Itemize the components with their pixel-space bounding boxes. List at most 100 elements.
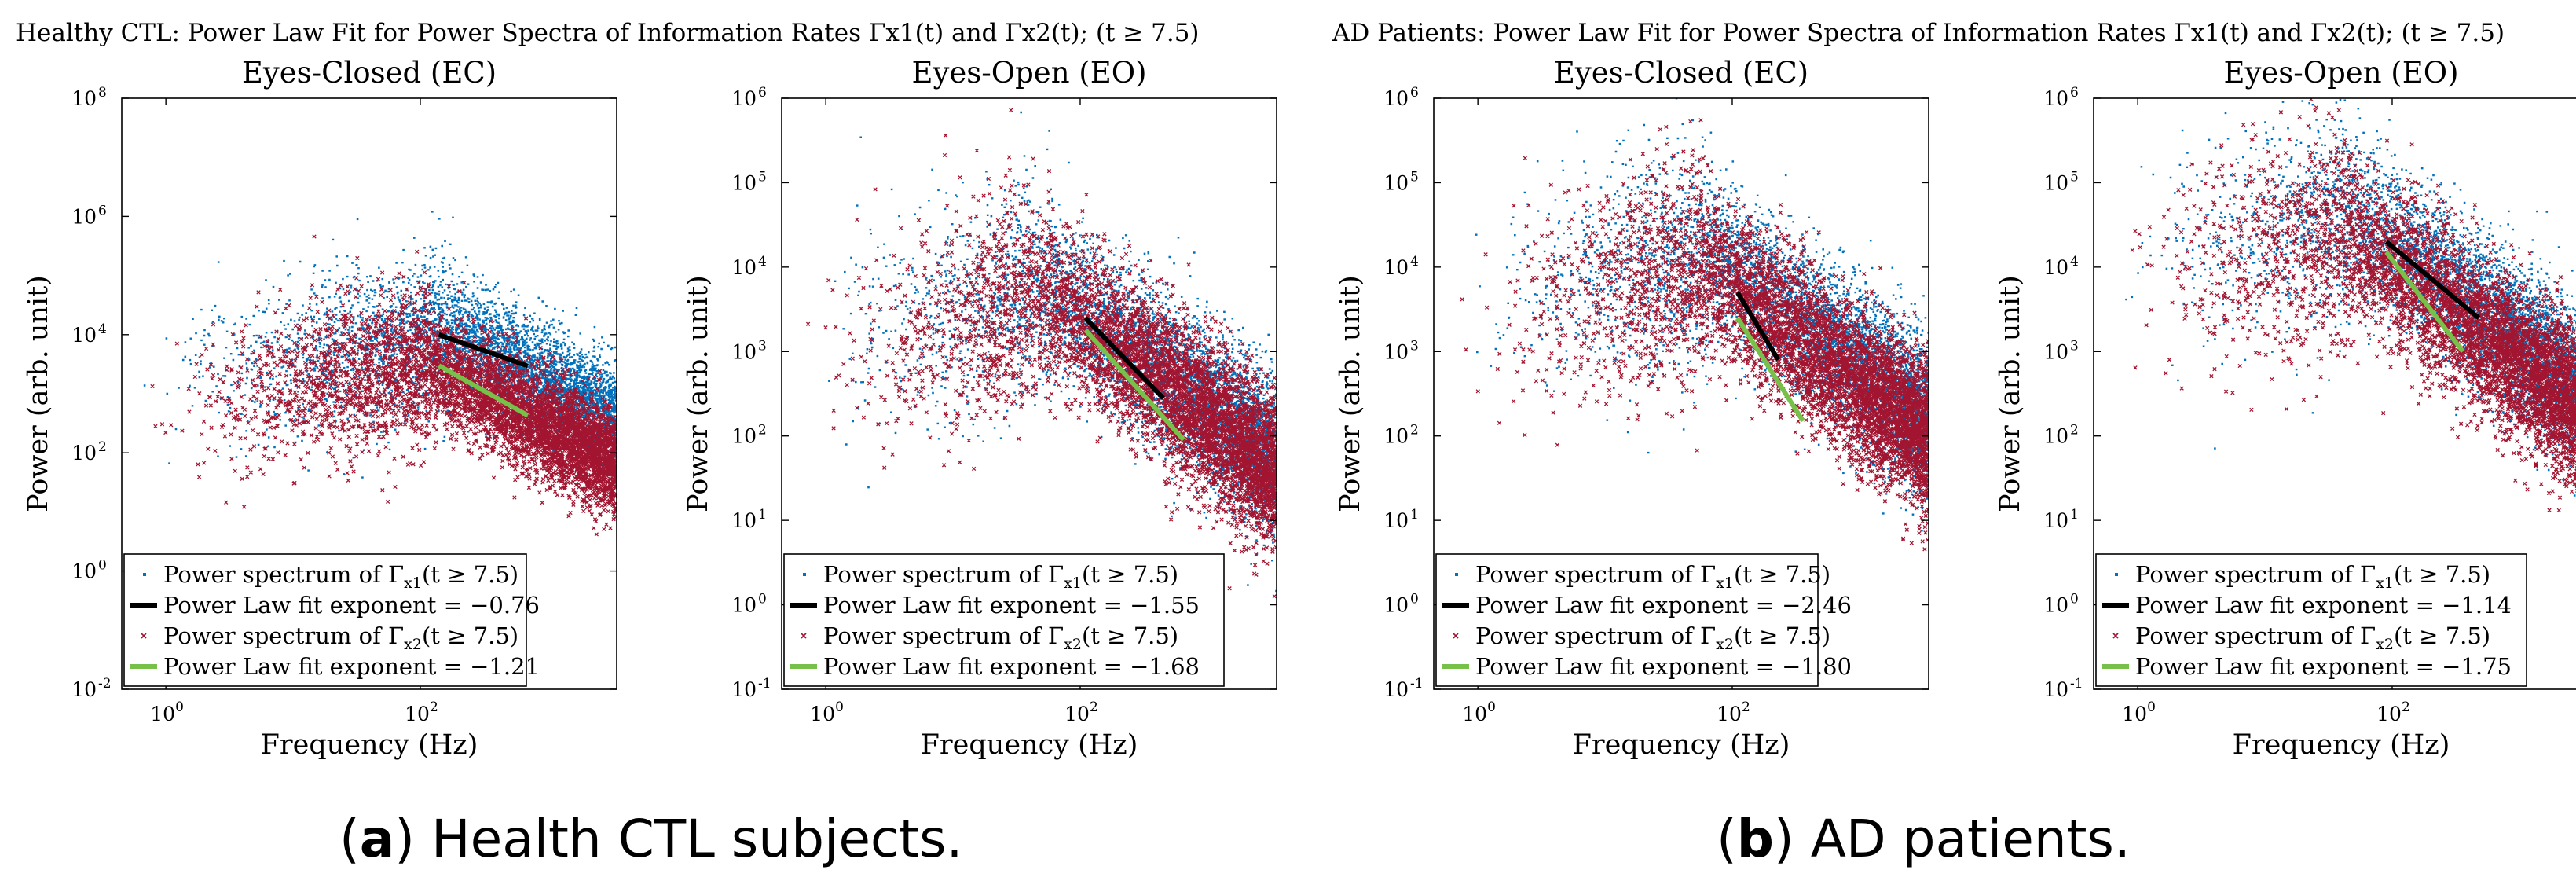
panel-ctl-eyes-closed: Eyes-Closed (EC)10 -210 010 210 410 610 810 0 10… xyxy=(23,56,617,761)
x-tick-exponent: 0 xyxy=(2147,699,2156,715)
y-tick-exponent: 6 xyxy=(1410,85,1419,101)
y-tick-label: 10 xyxy=(731,425,757,448)
y-tick-label: 10 xyxy=(731,87,757,110)
fit-line-gamma2 xyxy=(2384,251,2465,354)
y-tick-label: 10 xyxy=(1383,340,1409,363)
y-tick-exponent: -2 xyxy=(98,676,112,692)
y-tick-label: 10 xyxy=(2043,256,2068,279)
fit-line-gamma2 xyxy=(1735,316,1805,423)
gamma2-points xyxy=(2130,98,2576,513)
panel-ad-eyes-open: Eyes-Open (EO)10 -110 010 110 210 310 410 510 61… xyxy=(1995,56,2576,761)
y-tick-exponent: 6 xyxy=(98,203,107,218)
y-tick-label: 10 xyxy=(731,171,757,194)
x-tick-label: 10 xyxy=(1462,703,1487,725)
y-axis-label: Power (arb. unit) xyxy=(23,275,54,512)
figure-title-ctl: Healthy CTL: Power Law Fit for Power Spe… xyxy=(16,19,1200,47)
legend-entry: Power Law fit exponent = −1.75 xyxy=(2135,653,2512,680)
x-axis-label: Frequency (Hz) xyxy=(2233,729,2450,761)
y-tick-exponent: 5 xyxy=(1410,169,1419,185)
legend-swatch-cross xyxy=(141,633,147,639)
x-tick-exponent: 2 xyxy=(1090,699,1098,715)
y-tick-exponent: 0 xyxy=(1410,592,1419,608)
legend: Power spectrum of Γx1(t ≥ 7.5)Power Law … xyxy=(2095,553,2527,687)
y-tick-label: 10 xyxy=(731,678,757,701)
y-tick-label: 10 xyxy=(1383,256,1409,279)
x-tick-exponent: 0 xyxy=(175,699,184,715)
fit-line-gamma2 xyxy=(438,363,529,418)
axes-frame xyxy=(781,97,1277,690)
fit-line-gamma2 xyxy=(1083,328,1185,442)
gamma2-points xyxy=(1460,118,1929,552)
y-tick-label: 10 xyxy=(71,87,97,110)
panel-title: Eyes-Open (EO) xyxy=(911,56,1146,90)
y-tick-exponent: -1 xyxy=(2070,676,2083,692)
y-tick-label: 10 xyxy=(2043,678,2068,701)
y-tick-exponent: 3 xyxy=(2070,338,2079,354)
y-tick-exponent: 0 xyxy=(98,558,107,574)
axes-frame xyxy=(2093,97,2576,690)
y-tick-label: 10 xyxy=(2043,594,2068,617)
x-tick-label: 10 xyxy=(2376,703,2402,725)
x-tick-label: 10 xyxy=(405,703,430,725)
y-tick-exponent: -1 xyxy=(758,676,771,692)
y-tick-label: 10 xyxy=(2043,509,2068,532)
y-tick-exponent: 2 xyxy=(2070,423,2079,439)
x-tick-label: 10 xyxy=(1064,703,1090,725)
figure-title-ad: AD Patients: Power Law Fit for Power Spe… xyxy=(1332,19,2505,47)
y-tick-label: 10 xyxy=(1383,87,1409,110)
fit-line-gamma1 xyxy=(438,332,529,369)
legend-swatch-cross xyxy=(1453,633,1459,639)
y-tick-exponent: 6 xyxy=(758,85,767,101)
legend-entry: Power spectrum of Γx2(t ≥ 7.5) xyxy=(2135,622,2490,653)
legend-entry: Power Law fit exponent = −0.76 xyxy=(163,592,540,619)
x-axis-label: Frequency (Hz) xyxy=(1573,729,1790,761)
legend-entry: Power spectrum of Γx2(t ≥ 7.5) xyxy=(163,622,518,653)
y-tick-label: 10 xyxy=(2043,87,2068,110)
legend-entry: Power spectrum of Γx2(t ≥ 7.5) xyxy=(823,622,1178,653)
y-tick-label: 10 xyxy=(1383,594,1409,617)
x-tick-label: 10 xyxy=(150,703,175,725)
legend-entry: Power Law fit exponent = −1.80 xyxy=(1475,653,1852,680)
fit-line-gamma1 xyxy=(1735,291,1781,362)
caption-a: (a) Health CTL subjects. xyxy=(339,809,962,869)
legend-entry: Power Law fit exponent = −2.46 xyxy=(1475,592,1852,619)
gamma2-points xyxy=(805,108,1277,599)
caption-a-letter: a xyxy=(360,809,395,869)
y-tick-label: 10 xyxy=(731,340,757,363)
legend-entry: Power Law fit exponent = −1.55 xyxy=(823,592,1200,619)
y-tick-exponent: 3 xyxy=(1410,338,1419,354)
legend-entry: Power Law fit exponent = −1.68 xyxy=(823,653,1200,680)
legend-swatch-cross xyxy=(2112,633,2119,639)
x-axis-label: Frequency (Hz) xyxy=(921,729,1138,761)
panel-title: Eyes-Closed (EC) xyxy=(1554,56,1808,90)
fit-line-gamma1 xyxy=(2384,240,2481,320)
legend: Power spectrum of Γx1(t ≥ 7.5)Power Law … xyxy=(123,553,540,687)
y-tick-label: 10 xyxy=(1383,425,1409,448)
y-tick-label: 10 xyxy=(1383,678,1409,701)
fit-line-gamma1 xyxy=(1083,316,1165,400)
y-tick-label: 10 xyxy=(2043,340,2068,363)
y-tick-exponent: 5 xyxy=(2070,169,2079,185)
legend-entry: Power spectrum of Γx1(t ≥ 7.5) xyxy=(823,561,1178,592)
legend-swatch-dot xyxy=(803,573,806,576)
y-tick-label: 10 xyxy=(71,205,97,228)
y-tick-label: 10 xyxy=(731,509,757,532)
y-tick-exponent: 4 xyxy=(1410,254,1419,270)
caption-b: (b) AD patients. xyxy=(1717,809,2131,869)
plot-area xyxy=(143,211,617,537)
y-tick-label: 10 xyxy=(731,594,757,617)
legend-swatch-dot xyxy=(2115,573,2118,576)
x-tick-exponent: 0 xyxy=(835,699,844,715)
x-tick-exponent: 2 xyxy=(430,699,438,715)
legend-entry: Power spectrum of Γx2(t ≥ 7.5) xyxy=(1475,622,1830,653)
y-tick-exponent: 2 xyxy=(1410,423,1419,439)
panel-title: Eyes-Open (EO) xyxy=(2223,56,2458,90)
legend-swatch-cross xyxy=(801,633,807,639)
caption-b-text: AD patients. xyxy=(1794,809,2131,869)
y-tick-exponent: 0 xyxy=(758,592,767,608)
y-tick-label: 10 xyxy=(71,442,97,464)
legend: Power spectrum of Γx1(t ≥ 7.5)Power Law … xyxy=(783,553,1225,687)
plot-area xyxy=(1460,98,1929,552)
